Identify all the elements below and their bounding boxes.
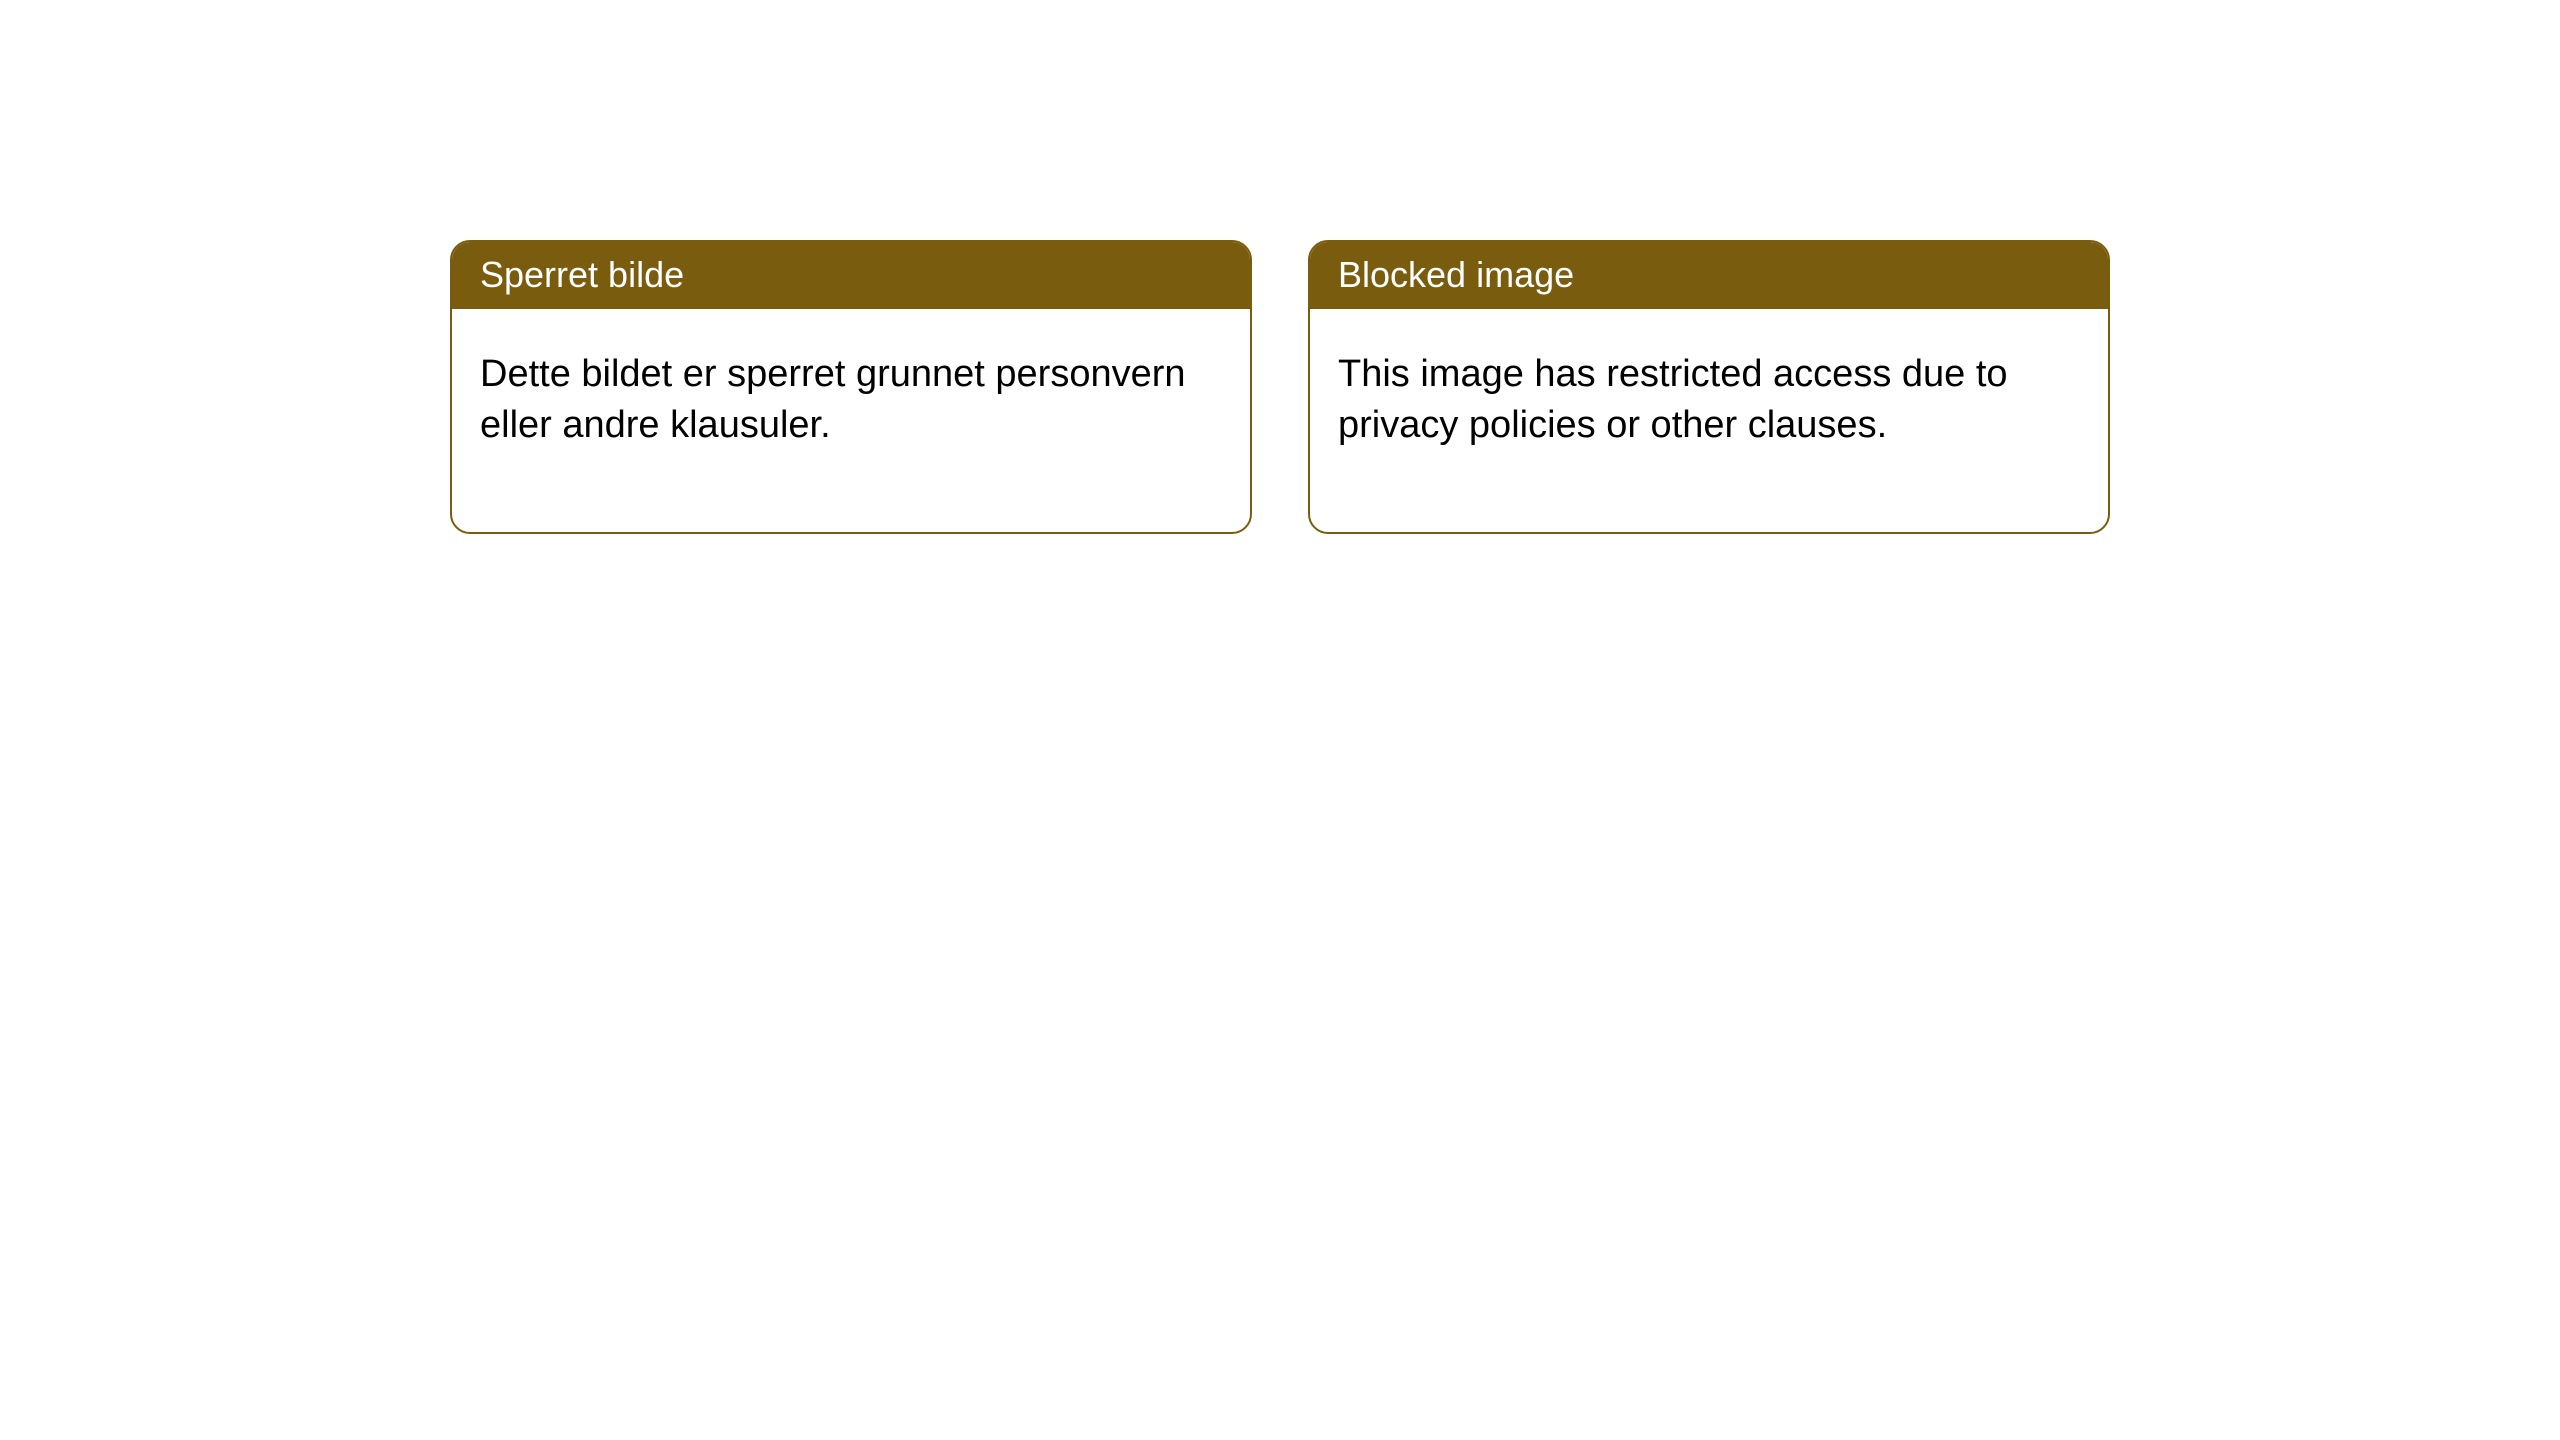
card-body-text: Dette bildet er sperret grunnet personve… — [480, 353, 1186, 446]
blocked-image-card-norwegian: Sperret bilde Dette bildet er sperret gr… — [450, 240, 1252, 534]
card-body-english: This image has restricted access due to … — [1310, 309, 2108, 532]
card-body-text: This image has restricted access due to … — [1338, 353, 2008, 446]
card-title: Sperret bilde — [480, 254, 684, 295]
blocked-image-card-english: Blocked image This image has restricted … — [1308, 240, 2110, 534]
card-header-english: Blocked image — [1310, 242, 2108, 309]
card-body-norwegian: Dette bildet er sperret grunnet personve… — [452, 309, 1250, 532]
card-title: Blocked image — [1338, 254, 1574, 295]
card-header-norwegian: Sperret bilde — [452, 242, 1250, 309]
notice-container: Sperret bilde Dette bildet er sperret gr… — [0, 0, 2560, 534]
